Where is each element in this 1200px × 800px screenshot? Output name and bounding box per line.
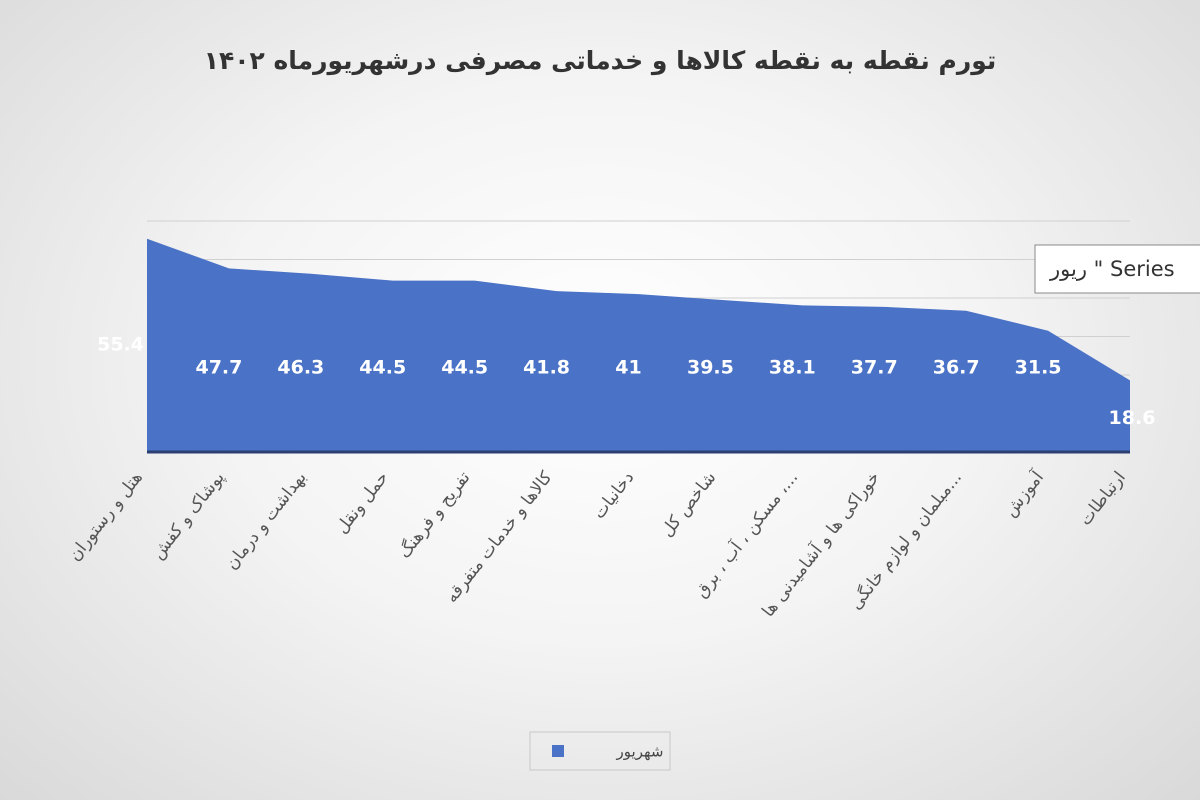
data-label: 41.8: [523, 357, 570, 379]
x-tick-label: آموزش: [999, 466, 1049, 521]
data-label: 47.7: [195, 357, 242, 379]
data-label: 55.4: [97, 334, 144, 356]
legend: شهریور: [529, 731, 671, 771]
data-label: 36.7: [933, 357, 980, 379]
x-tick-label: تفریح و فرهنگ: [394, 467, 475, 562]
data-label: 41: [615, 357, 641, 379]
data-label: 31.5: [1015, 357, 1062, 379]
data-label: 44.5: [359, 357, 406, 379]
x-tick-label: شاخص کل: [657, 468, 720, 541]
data-label: 37.7: [851, 357, 898, 379]
area: [147, 238, 1130, 452]
data-label: 38.1: [769, 357, 816, 379]
x-tick-label: حمل ونقل: [332, 468, 393, 538]
data-label: 44.5: [441, 357, 488, 379]
chart-title: تورم نقطه به نقطه کالاها و خدماتی مصرفی …: [204, 46, 997, 76]
x-tick-label: هتل و رستوران: [65, 468, 147, 565]
tooltip-box: [1034, 244, 1200, 294]
legend-label: شهریور: [616, 743, 664, 761]
legend-box: [529, 731, 671, 771]
legend-swatch: [552, 745, 564, 757]
x-tick-label: پوشاک و کفش: [148, 468, 229, 564]
x-tick-label: ارتباطات: [1076, 468, 1130, 530]
data-label: 39.5: [687, 357, 734, 379]
tooltip-text: ریور " Series: [1049, 257, 1175, 281]
x-tick-label: بهداشت و درمان: [222, 468, 311, 574]
x-tick-label: دخانیات: [589, 468, 638, 523]
data-label: 18.6: [1109, 407, 1156, 429]
tooltip: ریور " Series: [1034, 244, 1200, 294]
data-label: 46.3: [277, 357, 324, 379]
